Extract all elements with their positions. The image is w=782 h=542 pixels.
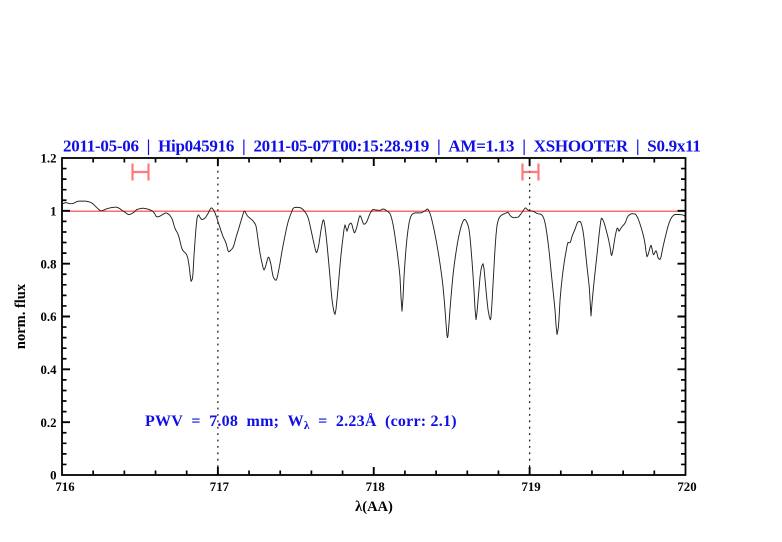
svg-text:0.6: 0.6	[41, 310, 58, 324]
svg-text:720: 720	[677, 480, 696, 494]
svg-text:1: 1	[50, 205, 56, 219]
svg-text:0.2: 0.2	[41, 416, 57, 430]
svg-text:0.8: 0.8	[41, 257, 57, 271]
svg-text:λ(AA): λ(AA)	[355, 499, 393, 515]
svg-text:717: 717	[210, 480, 230, 494]
svg-text:1.2: 1.2	[41, 152, 57, 166]
svg-text:2011-05-06 | Hip045916 | 2: 2011-05-06 | Hip045916 | 2011-05-07T00:1…	[63, 137, 701, 156]
svg-text:PWV = 7.08 mm; Wλ = 2.23: PWV = 7.08 mm; Wλ = 2.23Å (corr: 2.1)	[145, 412, 457, 432]
svg-text:719: 719	[521, 480, 540, 494]
svg-text:0: 0	[50, 469, 56, 483]
svg-text:0.4: 0.4	[41, 363, 58, 377]
svg-text:norm. flux: norm. flux	[13, 283, 29, 349]
svg-text:718: 718	[366, 480, 385, 494]
svg-text:716: 716	[55, 480, 75, 494]
